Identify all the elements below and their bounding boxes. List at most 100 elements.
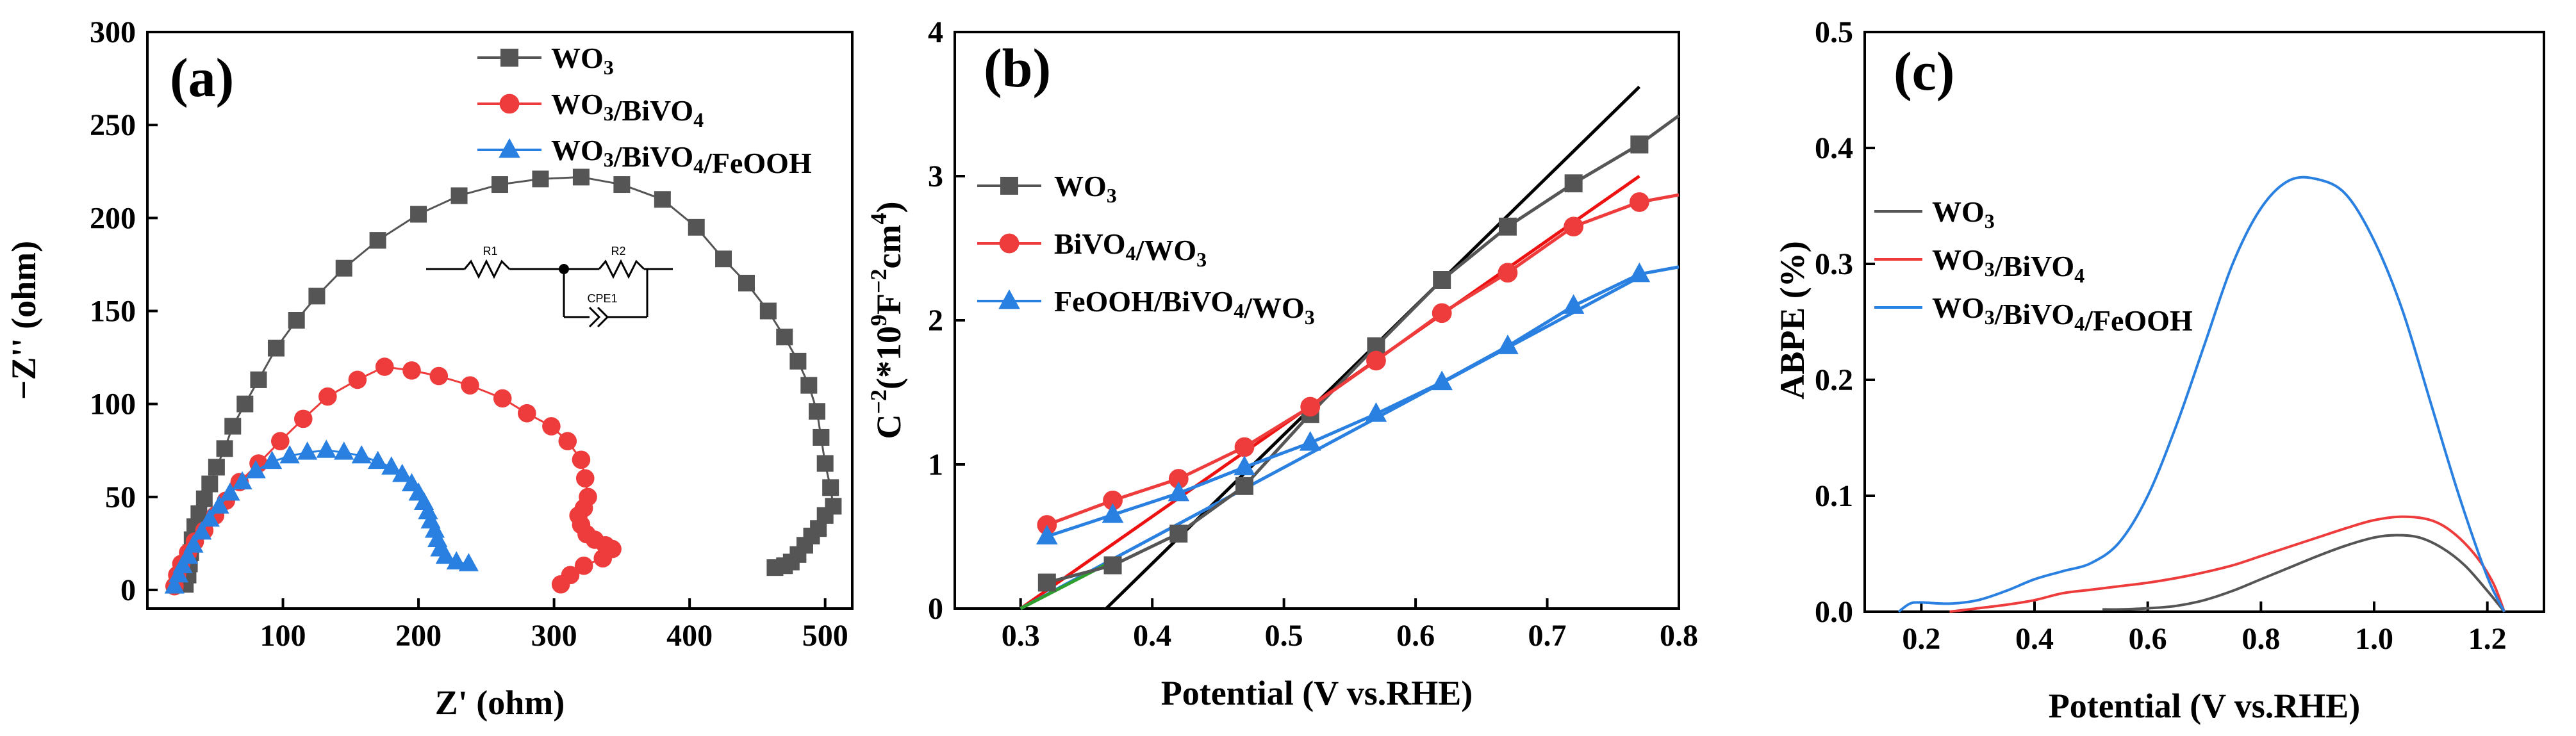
data-point	[551, 575, 570, 594]
y-tick-label: 150	[90, 294, 136, 328]
x-tick-label: 0.6	[2129, 622, 2167, 656]
y-tick-label: 0	[928, 592, 943, 626]
data-point	[816, 455, 834, 472]
data-point	[822, 479, 839, 496]
legend-label: WO3/BiVO4	[551, 88, 704, 131]
data-point	[809, 403, 825, 420]
data-point	[224, 418, 242, 435]
x-tick-label: 0.8	[2242, 622, 2280, 656]
data-point	[192, 521, 212, 540]
legend-label: BiVO4/WO3	[1054, 227, 1207, 271]
data-point	[178, 545, 199, 564]
data-point	[195, 490, 213, 507]
panel-label-a: (a)	[170, 47, 234, 108]
data-point	[381, 456, 402, 475]
y-tick-label: 300	[90, 15, 136, 49]
data-point	[348, 370, 367, 389]
data-point	[201, 475, 219, 493]
x-axis-label-a: Z' (ohm)	[435, 683, 565, 722]
data-point	[375, 357, 394, 376]
y-tick-label: 0.5	[1815, 15, 1853, 49]
y-tick-label: 200	[90, 201, 136, 235]
plot-frame-c	[1863, 31, 2545, 613]
series-b	[1036, 114, 1680, 592]
y-tick-label: 2	[928, 304, 943, 338]
series-line-0	[184, 176, 834, 585]
data-point	[776, 329, 793, 346]
data-point	[435, 545, 456, 564]
circuit-label-cpe1: CPE1	[587, 292, 617, 305]
y-tick-label: 0.0	[1815, 595, 1853, 629]
data-point	[262, 450, 283, 470]
y-axis-label-c: ABPE (%)	[1773, 241, 1812, 399]
data-point	[1564, 217, 1584, 237]
x-tick-label: 0.7	[1528, 619, 1567, 653]
data-point	[267, 339, 285, 357]
legend-marker	[1000, 177, 1018, 195]
data-point	[318, 387, 337, 406]
legend-marker	[499, 94, 520, 114]
data-point	[518, 404, 536, 423]
axes-c: 0.2 0.4 0.6 0.8 1.0 1.2 0.0 0.1 0.2 0.3 0.4 0.5	[1815, 15, 2507, 656]
series-c	[1897, 176, 2506, 613]
data-point	[789, 352, 807, 370]
data-point	[199, 508, 220, 527]
y-tick-label: 0	[120, 573, 136, 607]
legend-label: FeOOH/BiVO4/WO3	[1054, 285, 1315, 329]
data-point	[446, 551, 466, 569]
data-point	[335, 259, 352, 277]
data-point	[250, 371, 267, 388]
data-point	[738, 274, 755, 291]
data-point	[209, 495, 229, 514]
x-tick-label: 100	[260, 619, 306, 653]
legend-label: WO3/BiVO4/FeOOH	[551, 134, 812, 179]
legend-b: WO3 BiVO4/WO3 FeOOH/BiVO4/WO3	[977, 170, 1315, 329]
data-point	[1562, 294, 1585, 314]
data-point	[169, 564, 189, 583]
y-tick-label: 100	[90, 388, 136, 421]
data-point	[1103, 556, 1122, 575]
x-axis-label-c: Potential (V vs.RHE)	[2049, 687, 2360, 725]
y-tick-label: 50	[105, 480, 136, 514]
panel-label-b: (b)	[984, 37, 1051, 99]
y-axis-label-a-minus: −	[4, 380, 43, 400]
legend-label: WO3	[551, 42, 614, 79]
data-point	[458, 553, 479, 571]
x-tick-label: 200	[395, 619, 442, 653]
data-point	[1234, 455, 1255, 475]
y-tick-label: 0.3	[1815, 247, 1853, 281]
axes-a: 100 200 300 400 500 0 50 100 150 200 250 300	[90, 15, 848, 653]
legend-marker	[998, 289, 1020, 309]
data-point	[461, 376, 479, 395]
data-point	[172, 555, 193, 573]
data-point	[216, 440, 233, 457]
data-point	[1431, 370, 1453, 391]
data-point	[1630, 135, 1649, 154]
series-line-1	[1949, 515, 2506, 613]
data-point	[574, 556, 593, 575]
data-point	[402, 361, 421, 380]
axes-b: 0.3 0.4 0.5 0.6 0.7 0.8 0 1 2 3 4	[928, 15, 1698, 653]
data-point	[1366, 350, 1386, 371]
x-tick-label: 0.5	[1265, 619, 1303, 653]
x-tick-label: 1.2	[2468, 622, 2507, 656]
data-point	[232, 471, 252, 490]
panel-c-abpe-chart: 0.2 0.4 0.6 0.8 1.0 1.2 0.0 0.1 0.2 0.3 0.4 0.5 (c)…	[1773, 15, 2545, 725]
x-tick-label: 0.6	[1396, 619, 1435, 653]
x-tick-label: 0.2	[1902, 622, 1940, 656]
data-point	[766, 559, 784, 577]
y-axis-label-a-text: Z'' (ohm)	[4, 241, 43, 380]
data-point	[558, 432, 577, 451]
series-line-0	[2102, 534, 2506, 613]
data-point	[293, 409, 313, 429]
data-point	[1169, 525, 1188, 543]
data-point	[1300, 397, 1321, 417]
data-point	[410, 206, 427, 223]
y-tick-label: 250	[90, 108, 136, 142]
legend-label: WO3/BiVO4/FeOOH	[1932, 291, 2193, 337]
data-point	[183, 534, 204, 553]
plot-frame-a	[146, 31, 854, 610]
data-point	[429, 366, 449, 386]
